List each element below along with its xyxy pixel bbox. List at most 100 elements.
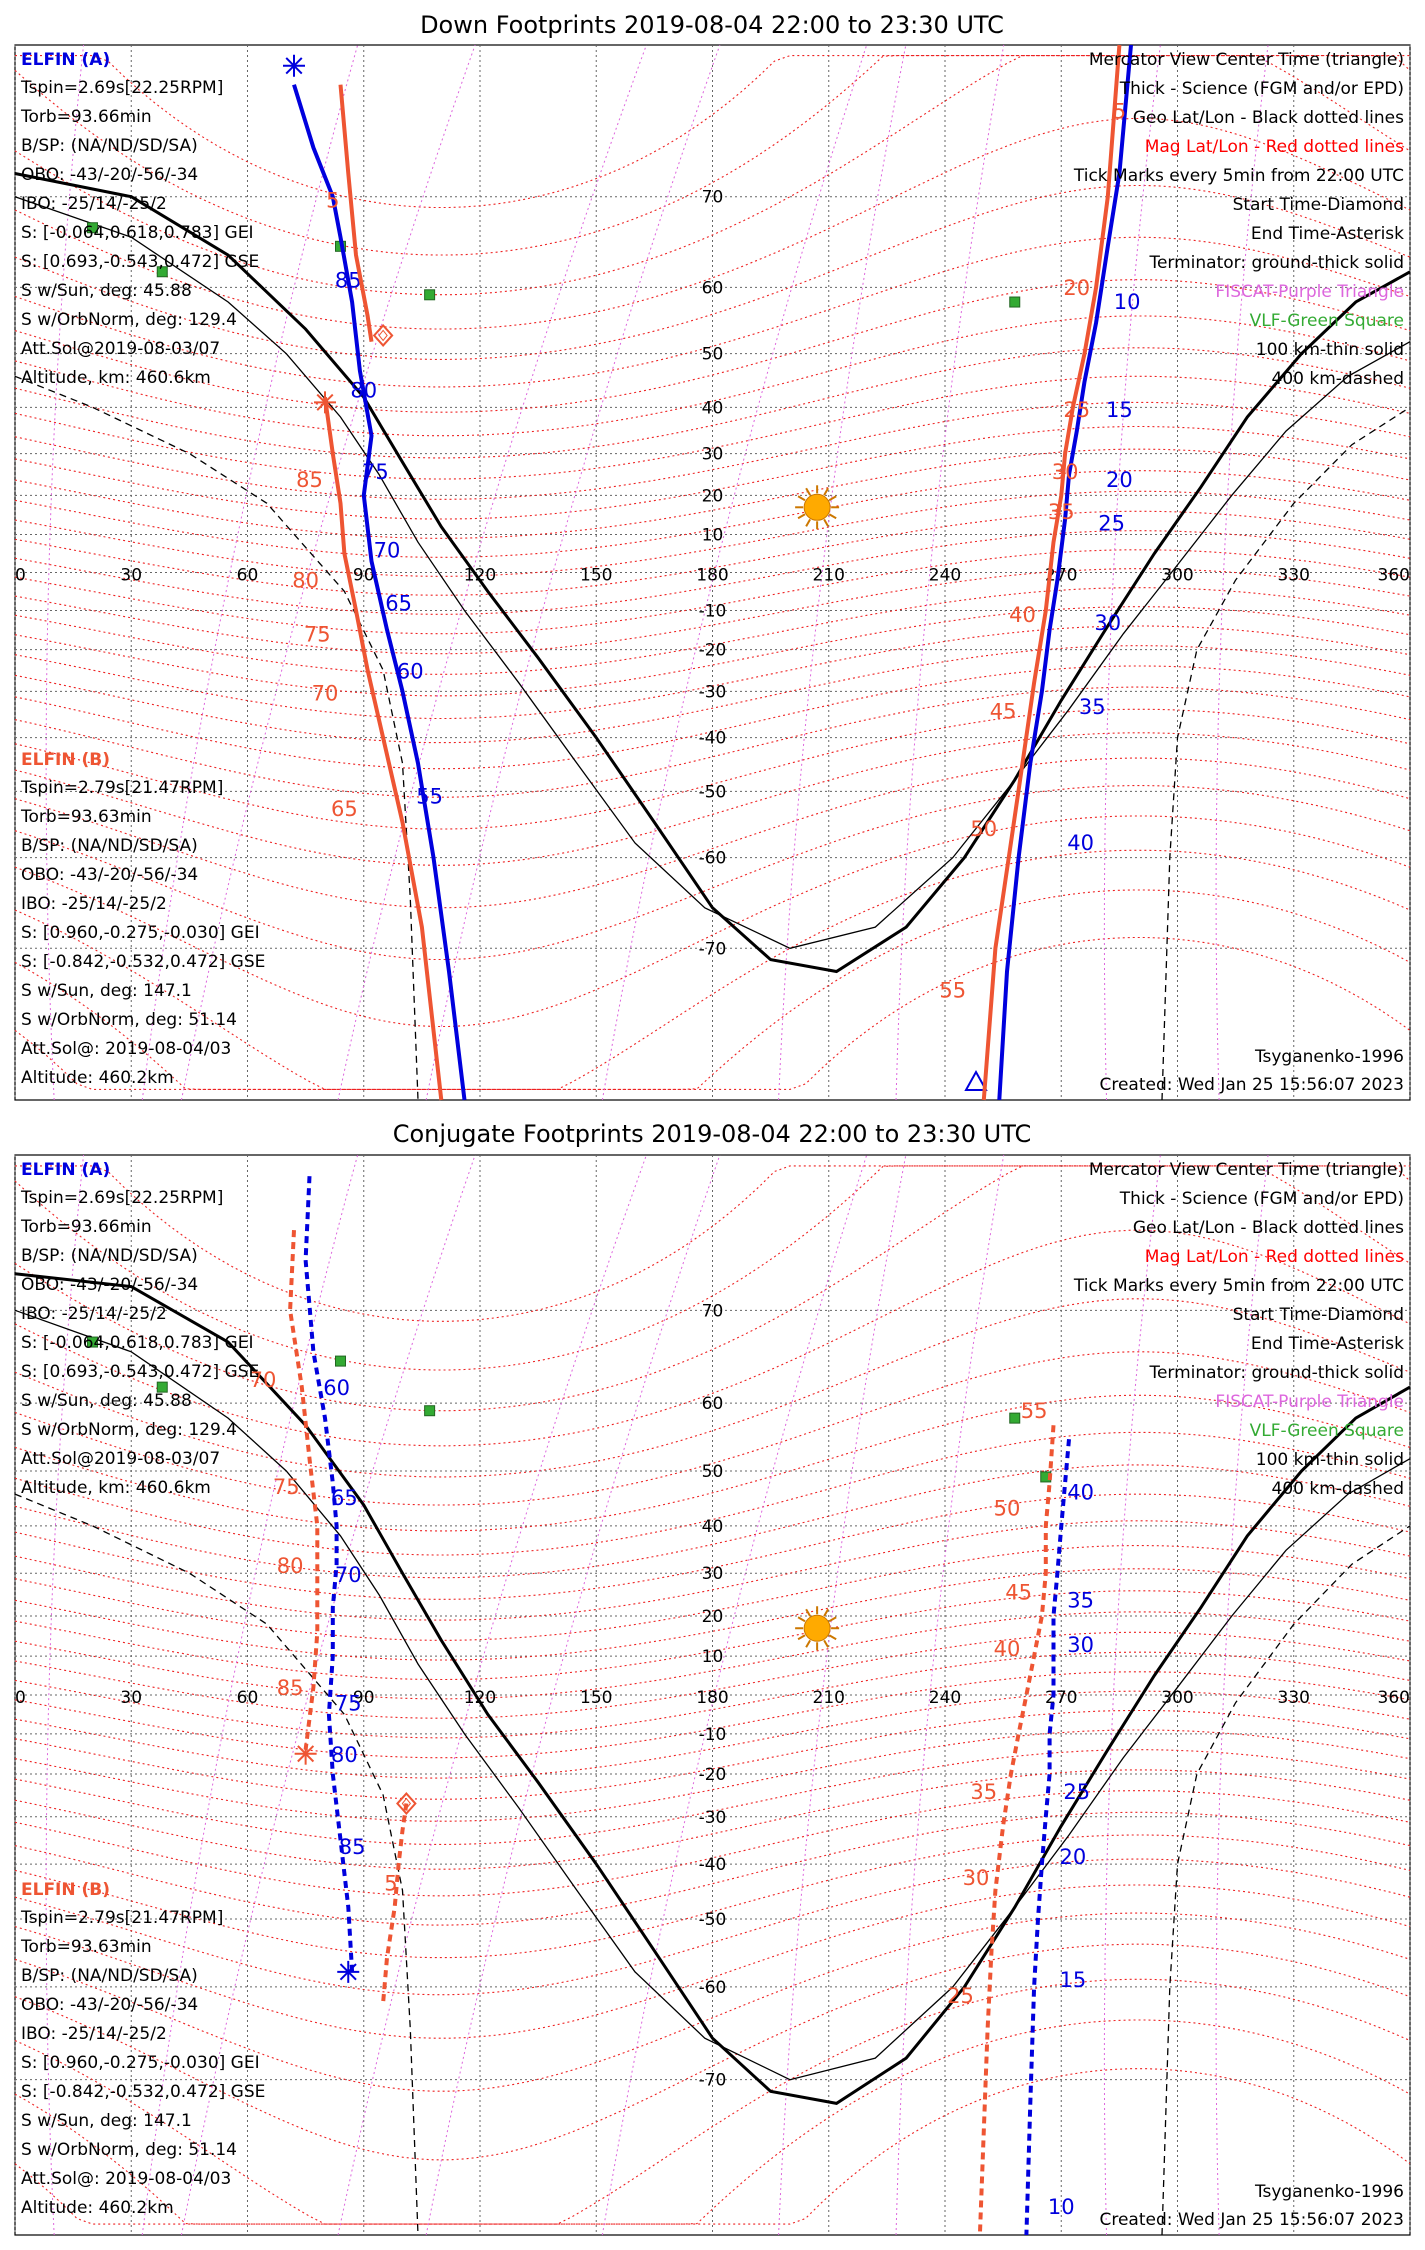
sun-ray (823, 487, 829, 496)
model-name: Tsyganenko-1996 (1254, 2182, 1404, 2202)
mag-latitude-line (14, 279, 1411, 413)
vlf-square-icon (335, 1355, 346, 1367)
x-tick-label: 270 (1045, 566, 1077, 586)
track-tick-label: 50 (970, 817, 997, 841)
mag-latitude-line (14, 1394, 1411, 1532)
track-tick-label: 30 (1094, 611, 1121, 635)
info-text: ELFIN (A) ELFIN (B) Tsyganenko-1996 Crea… (20, 1160, 1404, 2230)
legend-entry: End Time-Asterisk (1251, 1334, 1404, 1354)
sun-ray (828, 495, 837, 502)
x-tick-label: 90 (353, 1688, 375, 1708)
sat-b-info-line: IBO: -25/14/-25/2 (21, 2024, 167, 2044)
sat-a-info-line: S: [0.693,-0.543,0.472] GSE (21, 252, 259, 272)
track-tick-label: 70 (250, 1368, 277, 1392)
start-time-diamond-icon (372, 323, 394, 347)
x-tick-label: 60 (237, 1688, 259, 1708)
y-tick-label: 60 (702, 278, 724, 298)
mag-latitude-line (14, 1709, 1411, 1800)
track-tick-label: 35 (1079, 695, 1106, 719)
axis-tick-labels: 0 30 60 90 120 150 180 210 240 270 300 330 360 70 60 50… (15, 188, 1410, 960)
sat-a-info-line: OBO: -43/-20/-56/-34 (21, 165, 198, 185)
vlf-square-icon (87, 222, 98, 234)
sat-b-info-line: IBO: -25/14/-25/2 (21, 894, 167, 914)
markers (87, 1336, 1052, 1651)
mag-latitude-line (14, 2019, 1411, 2225)
track-tick-label: 85 (296, 468, 323, 492)
mag-latitude-line (14, 184, 1411, 360)
sat-a-info-line: IBO: -25/14/-25/2 (21, 194, 167, 214)
track-tick-label: 85 (335, 268, 362, 292)
mag-latitude-line (14, 55, 1411, 296)
mag-latitude-line (14, 1493, 1411, 1600)
mag-latitude-line (14, 1729, 1411, 1822)
legend-entry: Thick - Science (FGM and/or EPD) (1119, 1189, 1404, 1209)
track-tick-label: 70 (312, 681, 339, 705)
legend-entry: Tick Marks every 5min from 22:00 UTC (1073, 1276, 1404, 1296)
track-tick-label: 75 (273, 1475, 300, 1499)
y-tick-label: -50 (699, 782, 727, 802)
track-tick-label: 25 (1063, 1780, 1090, 1804)
sun-ray (823, 1608, 829, 1617)
x-tick-label: 90 (353, 566, 375, 586)
sat-b-info-line: Tspin=2.79s[21.47RPM] (20, 778, 223, 798)
asterisk-stroke (316, 393, 334, 411)
start-time-diamond-inner-icon (401, 1797, 412, 1810)
track-tick-label: 45 (990, 699, 1017, 723)
y-tick-label: -20 (699, 1765, 727, 1785)
sat-b-info-line: S: [-0.842,-0.532,0.472] GSE (21, 2082, 265, 2102)
mag-meridian-line (45, 1154, 85, 2236)
sat-a-info-line: S: [0.693,-0.543,0.472] GSE (21, 1362, 259, 1382)
mag-latitude-line (14, 530, 1411, 615)
sat-a-info-line: S w/Sun, deg: 45.88 (21, 1391, 192, 1411)
y-tick-label: 30 (702, 1564, 724, 1584)
x-tick-label: 150 (580, 566, 612, 586)
start-time-diamond-icon (396, 1792, 417, 1816)
center-time-triangle-icon (964, 1069, 988, 1091)
mag-latitude-line (14, 448, 1411, 539)
mag-latitude-line (14, 625, 1411, 720)
track-tick-label: 35 (1048, 500, 1075, 524)
sat-b-info-line: S w/Sun, deg: 147.1 (21, 2111, 192, 2131)
mag-meridian-line (895, 1154, 1005, 2236)
mag-meridian-line (337, 44, 647, 1101)
sun-ray (805, 1639, 811, 1648)
legend-entry: 400 km-dashed (1272, 369, 1404, 389)
mag-latitude-line (14, 1545, 1411, 1641)
mag-meridian-line (337, 1154, 647, 2236)
sat-a-name: ELFIN (A) (21, 50, 110, 70)
y-tick-label: 50 (702, 1462, 724, 1482)
mag-meridian-line (778, 44, 907, 1101)
vlf-square-icon (1009, 296, 1021, 308)
y-tick-label: 50 (702, 345, 724, 365)
sat-b-info-line: B/SP: (NA/ND/SD/SA) (21, 836, 198, 856)
sat-a-info-line: Att.Sol@2019-08-03/07 (21, 1449, 220, 1469)
x-tick-label: 0 (15, 566, 26, 586)
legend-entry: Mercator View Center Time (triangle) (1089, 1160, 1404, 1180)
track-tick-label: 80 (277, 1554, 304, 1578)
mag-latitude-line (14, 1858, 1411, 1996)
sat-a-info-line: Altitude, km: 460.6km (21, 368, 211, 388)
mag-latitude-line (14, 1912, 1411, 2092)
track-tick-label: 10 (1114, 290, 1141, 314)
x-tick-label: 330 (1278, 566, 1310, 586)
mag-latitude-line (14, 1229, 1411, 1447)
legend-entry: 100 km-thin solid (1256, 1450, 1404, 1470)
terminator-400km (14, 1493, 1411, 2236)
x-tick-label: 240 (929, 566, 961, 586)
y-tick-label: -10 (699, 601, 727, 621)
track-tick-label: 55 (939, 978, 966, 1002)
mag-latitude-line (14, 1690, 1411, 1779)
elfin-b-track (977, 1425, 1056, 2236)
axis-tick-labels: 0 30 60 90 120 150 180 210 240 270 300 330 360 70 60 50… (15, 1301, 1410, 2090)
sat-b-info-line: Altitude: 460.2km (21, 1068, 174, 1088)
sat-a-info-line: Att.Sol@2019-08-03/07 (21, 339, 220, 359)
end-time-asterisk-icon (294, 1742, 317, 1765)
sat-b-info-line: S: [0.960,-0.275,-0.030] GEI (21, 2053, 260, 2073)
x-tick-label: 360 (1378, 566, 1410, 586)
track-tick-label: 25 (947, 1984, 974, 2008)
legend-entry: FISCAT-Purple Triangle (1215, 282, 1404, 302)
legend-entry: Start Time-Diamond (1233, 1305, 1404, 1325)
elfin-b-track (981, 44, 1122, 1101)
mag-meridian-line (141, 1154, 359, 2236)
